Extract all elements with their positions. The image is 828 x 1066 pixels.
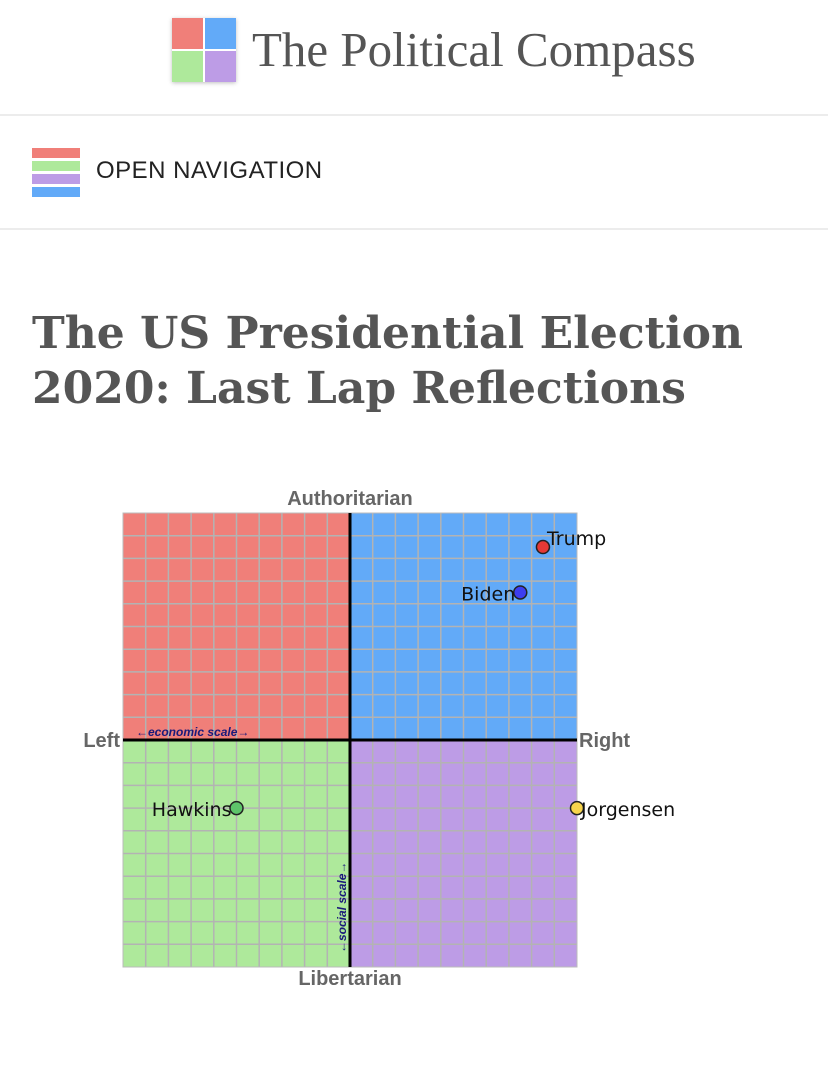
logo-tile-red <box>172 18 203 49</box>
point-label-jorgensen: Jorgensen <box>580 799 675 821</box>
point-label-biden: Biden <box>461 583 515 605</box>
navigation-bar: OPEN NAVIGATION <box>0 116 828 230</box>
site-title[interactable]: The Political Compass <box>252 22 696 77</box>
economic-scale-label: ←economic scale→ <box>136 725 249 739</box>
candidate-points: Trump Biden Hawkins Jorgensen <box>152 528 675 821</box>
point-biden <box>513 585 528 600</box>
axis-label-left: Left <box>83 730 120 752</box>
point-jorgensen <box>569 800 585 816</box>
site-header: The Political Compass <box>0 0 828 116</box>
political-compass-chart: Authoritarian Libertarian Left Right ←ec… <box>83 488 675 990</box>
point-hawkins <box>229 800 244 816</box>
axis-label-authoritarian: Authoritarian <box>287 488 413 510</box>
point-label-trump: Trump <box>546 528 606 550</box>
hamburger-bar-red <box>32 148 80 158</box>
hamburger-bar-green <box>32 161 80 171</box>
point-label-hawkins: Hawkins <box>152 799 232 821</box>
axis-label-libertarian: Libertarian <box>298 968 401 990</box>
hamburger-bar-blue <box>32 187 80 197</box>
logo-tile-green <box>172 51 203 82</box>
point-trump <box>535 539 551 555</box>
political-compass-logo-icon[interactable] <box>172 18 236 82</box>
social-scale-label: ←social scale→ <box>335 862 349 953</box>
article-title: The US Presidential Election 2020: Last … <box>32 308 744 414</box>
axis-label-right: Right <box>579 730 630 752</box>
open-navigation-button[interactable]: OPEN NAVIGATION <box>96 157 323 184</box>
logo-tile-blue <box>205 18 236 49</box>
logo-tile-purple <box>205 51 236 82</box>
hamburger-bar-purple <box>32 174 80 184</box>
hamburger-icon[interactable] <box>32 148 80 197</box>
